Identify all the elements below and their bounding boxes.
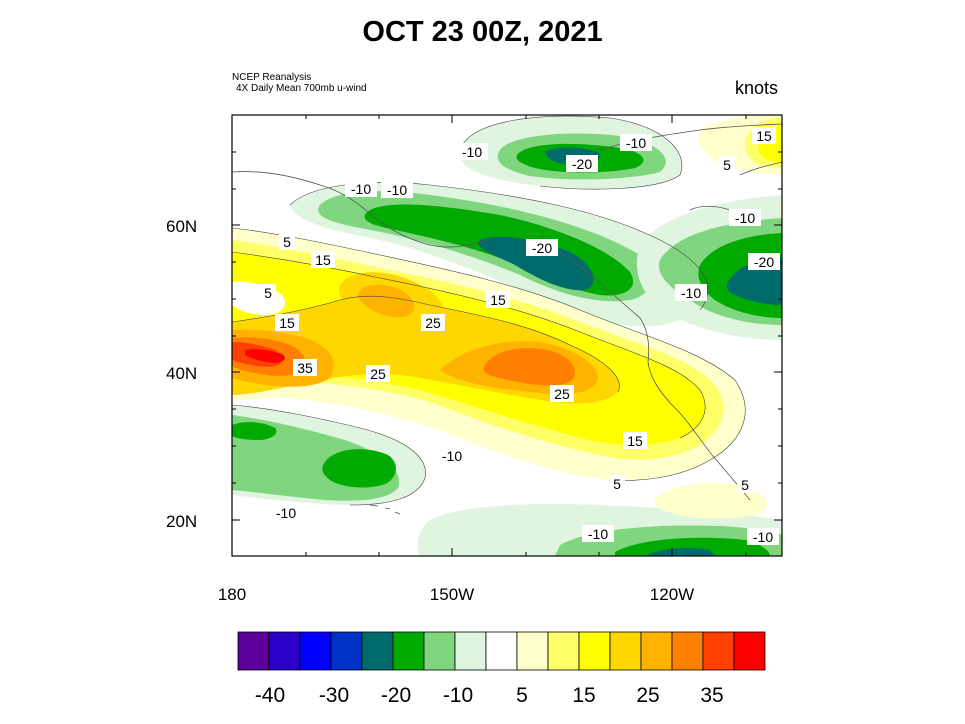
contour-label-box [436,447,468,464]
contour-labels: -10 -20 -10 15 5 -10 -10 -10 5 15 -20 -20 5 15 -10 25 15… [260,127,780,545]
colorbar-swatch [299,631,332,671]
variable-label: 4X Daily Mean 700mb u-wind [236,83,367,94]
contour-label-box [366,365,390,382]
contour-label: 15 [756,128,772,144]
colorbar-swatch [609,631,642,671]
contour-label: -10 [588,526,608,542]
contour-label-box [456,143,488,160]
lat-label-20n: 20N [166,512,197,531]
contour-label: 5 [264,285,272,301]
contour-label-box [526,239,558,256]
contour-label-box [623,432,647,449]
colorbar-swatch [578,631,611,671]
contour-label: 15 [490,292,506,308]
contour-label-box [345,180,377,197]
contour-label-box [566,155,598,172]
contour-label: 25 [425,315,441,331]
contour-label-box [293,359,317,376]
contour-label-box [729,209,761,226]
colorbar-swatch [361,631,394,671]
contour-label: -10 [276,505,296,521]
colorbar-swatch [640,631,673,671]
colorbar-label: 15 [572,684,595,707]
colorbar-label: -30 [319,684,349,707]
contour-label-box [381,181,413,198]
contour-label-box [550,385,574,402]
colorbar-swatch [516,631,549,671]
colorbar-swatch [454,631,487,671]
colorbar-swatch [547,631,580,671]
contour-label-box [752,127,776,144]
colorbar [237,631,766,671]
lat-label-40n: 40N [166,364,197,383]
contour-label-box [609,475,625,492]
contour-label: 15 [627,433,643,449]
contour-label: 35 [297,360,313,376]
contour-label-box [719,156,735,173]
source-label: NCEP Reanalysis [232,72,312,83]
contour-label: 5 [283,234,291,250]
contour-label: -20 [754,254,774,270]
contour-label: 5 [723,157,731,173]
contour-label-box [747,528,779,545]
colorbar-label: -40 [255,684,285,707]
colorbar-label: 5 [516,684,528,707]
contour-label: -10 [753,529,773,545]
colorbar-label: -10 [443,684,473,707]
map-title: OCT 23 00Z, 2021 [362,16,603,48]
colorbar-label: 25 [636,684,659,707]
filled-contours [232,115,782,556]
contour-label: -10 [681,285,701,301]
contour-label-box [270,504,302,521]
colorbar-swatch [392,631,425,671]
colorbar-swatch [268,631,301,671]
axis-ticks [231,115,782,556]
lon-label-120w: 120W [650,585,694,604]
contour-label-box [748,253,780,270]
contour-label: -10 [626,135,646,151]
contour-label: 25 [370,366,386,382]
contour-label: 15 [279,315,295,331]
contour-label: -20 [532,240,552,256]
contour-label-box [311,251,335,268]
contour-label: -20 [572,156,592,172]
contour-label-box [260,284,276,301]
colorbar-swatch [485,631,518,671]
contour-label: -10 [387,182,407,198]
contour-label-box [279,233,295,250]
contour-label: 5 [613,476,621,492]
contour-label: 15 [315,252,331,268]
contour-label-box [737,476,753,493]
contour-label-box [620,134,652,151]
contour-label: -10 [735,210,755,226]
contour-label-box [675,284,707,301]
contour-label-box [421,314,445,331]
colorbar-swatch [330,631,363,671]
contour-label-box [275,314,299,331]
contour-label: 25 [554,386,570,402]
contour-label: -10 [442,448,462,464]
colorbar-swatch [671,631,704,671]
contour-label: -10 [462,144,482,160]
contour-label: 5 [741,477,749,493]
colorbar-swatch [733,631,766,671]
contour-label: -10 [351,181,371,197]
lon-label-180: 180 [218,585,246,604]
units-label: knots [735,78,779,98]
lat-label-60n: 60N [166,217,197,236]
contour-label-box [582,525,614,542]
colorbar-swatch [423,631,456,671]
colorbar-label: -20 [381,684,411,707]
colorbar-labels: -40 -30 -20 -10 5 15 25 35 [255,684,724,707]
colorbar-label: 35 [700,684,723,707]
contour-label-box [486,291,510,308]
colorbar-swatch [702,631,735,671]
colorbar-swatch [237,631,270,671]
lon-label-150w: 150W [430,585,474,604]
